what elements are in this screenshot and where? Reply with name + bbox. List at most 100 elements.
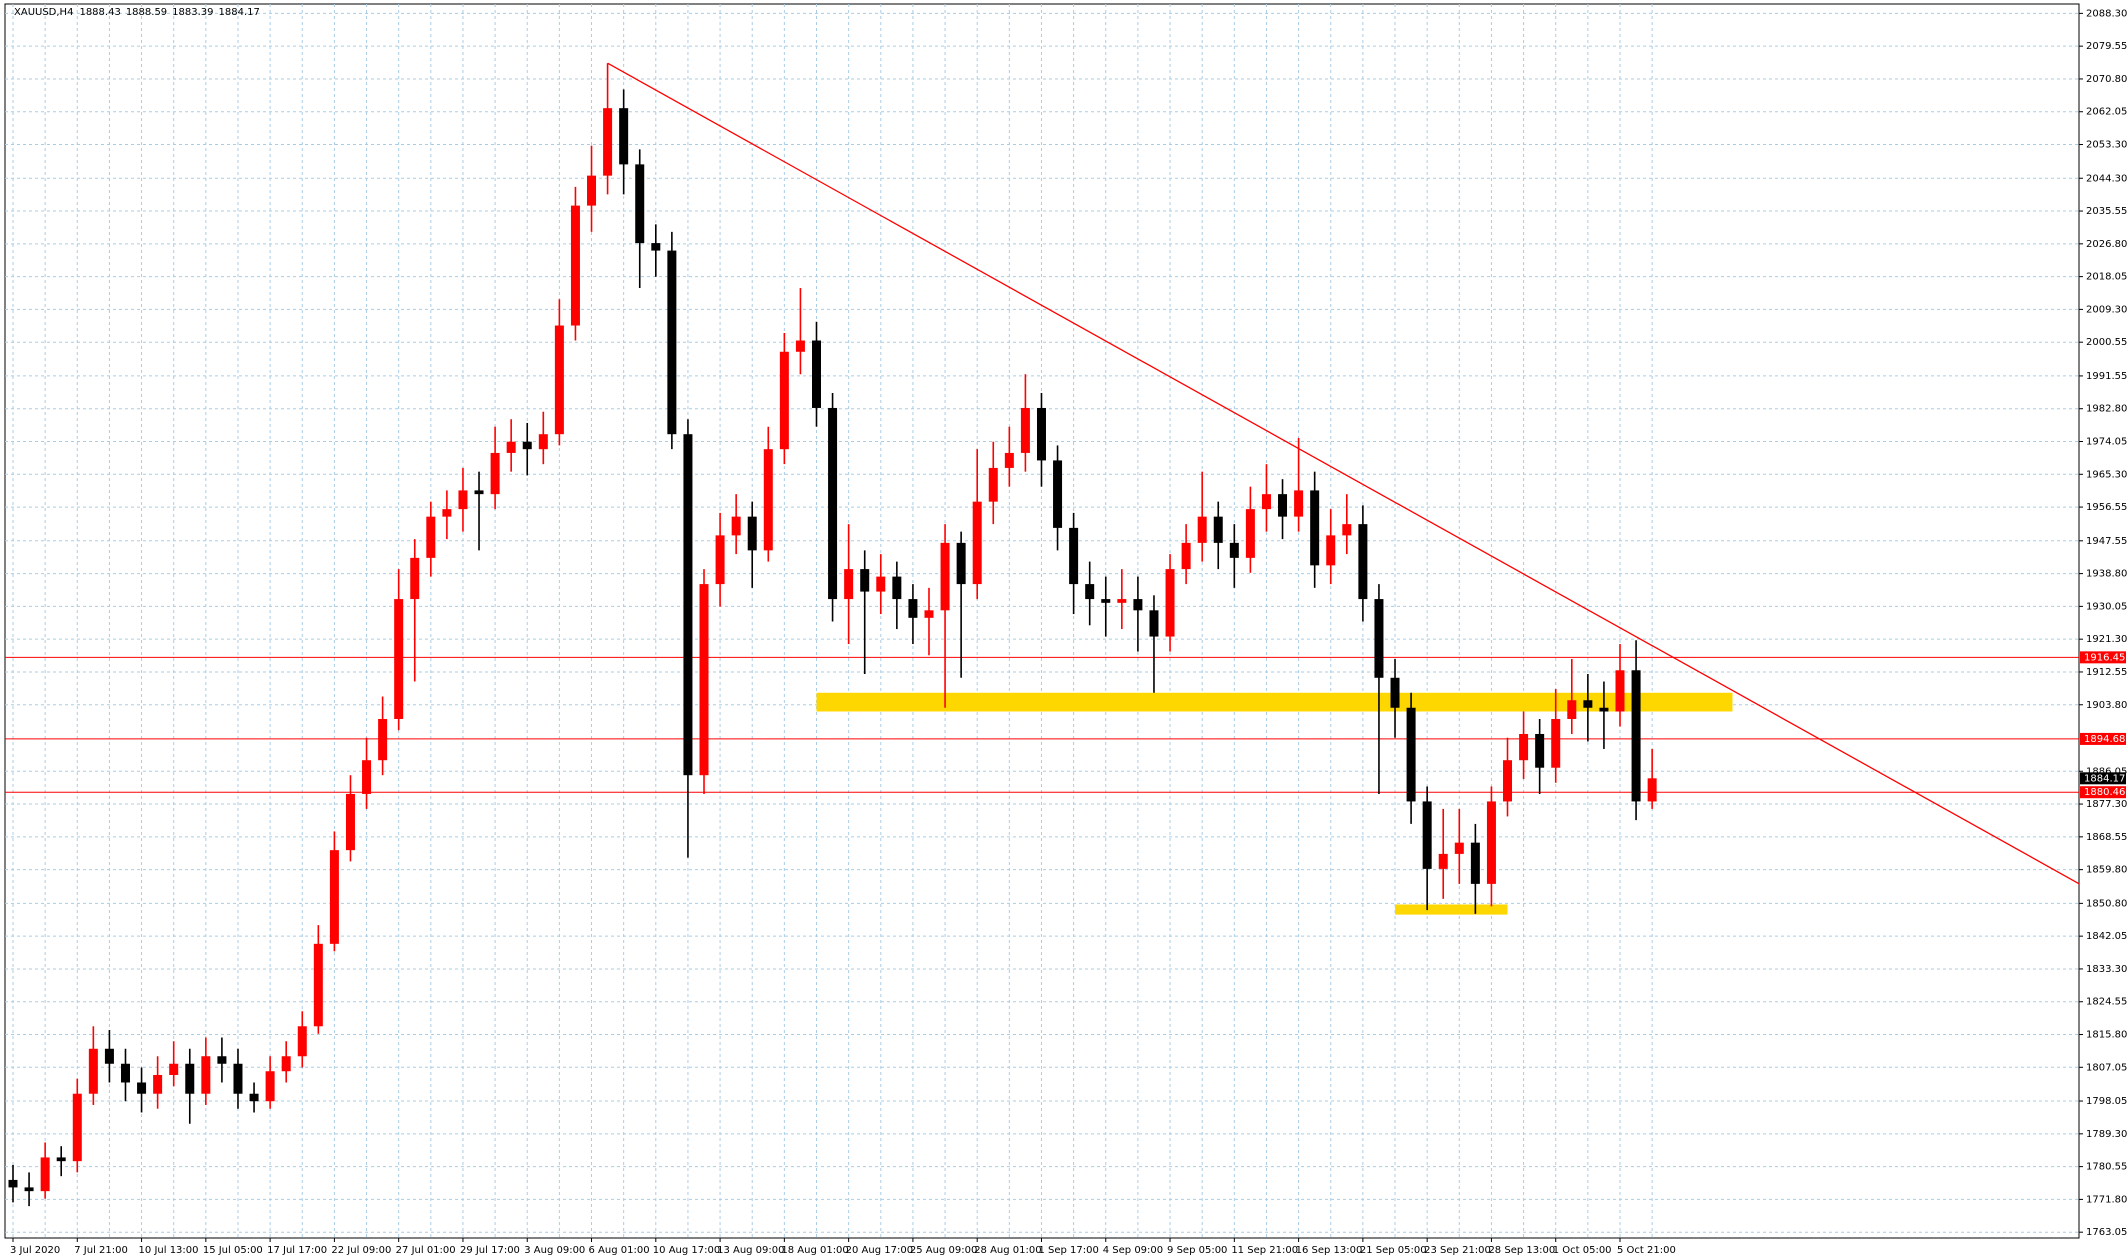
trendline	[607, 62, 2079, 885]
y-tick-label: 2062.05	[2086, 107, 2127, 118]
candle-body	[1406, 707, 1416, 802]
plot-frame	[4, 3, 2080, 1239]
x-tick-label: 5 Oct 21:00	[1617, 1245, 1676, 1256]
candle-body	[538, 434, 548, 450]
candle-body	[747, 516, 757, 551]
quote-close: 1884.17	[219, 7, 260, 18]
y-tick-label: 1886.05	[2086, 766, 2127, 777]
candle-body	[876, 576, 886, 592]
candle-body	[249, 1093, 259, 1102]
candle-body	[40, 1157, 50, 1192]
axes: 2088.30 2079.55 2070.80 2062.05 2053.30 2044.…	[10, 8, 2127, 1256]
candle-body	[1004, 452, 1014, 468]
y-tick-label: 1868.55	[2086, 832, 2127, 843]
candle-body	[667, 250, 677, 435]
y-tick-label: 1930.05	[2086, 601, 2127, 612]
candle-body	[1374, 599, 1384, 678]
y-tick-label: 1807.05	[2086, 1062, 2127, 1073]
y-tick-label: 2018.05	[2086, 272, 2127, 283]
candle-body	[731, 516, 741, 536]
candle-body	[603, 108, 613, 176]
x-tick-label: 27 Jul 01:00	[396, 1245, 456, 1256]
candle-body	[24, 1187, 34, 1192]
candle-body	[410, 557, 420, 600]
zone	[1395, 904, 1508, 915]
candle-body	[908, 599, 918, 618]
candle-body	[169, 1063, 179, 1075]
candle-body	[1101, 599, 1111, 603]
quote-low: 1883.39	[172, 7, 213, 18]
candle-body	[1149, 610, 1159, 637]
candle-body	[1454, 842, 1464, 854]
x-tick-label: 15 Jul 05:00	[203, 1245, 263, 1256]
candle-body	[120, 1063, 130, 1083]
candle-body	[1229, 542, 1239, 558]
candle-body	[490, 452, 500, 495]
candle-body	[1438, 853, 1448, 869]
x-tick-label: 28 Aug 01:00	[974, 1245, 1041, 1256]
candle-body	[1631, 670, 1641, 802]
candle-body	[1342, 524, 1352, 536]
x-tick-label: 22 Jul 09:00	[331, 1245, 391, 1256]
candle-body	[587, 175, 597, 206]
level-label-bg	[2080, 651, 2126, 664]
candle-body	[201, 1056, 211, 1094]
candle-body	[1599, 707, 1609, 712]
y-tick-label: 1974.05	[2086, 437, 2127, 448]
candle-body	[1133, 599, 1143, 611]
grid	[5, 4, 2079, 1238]
zone	[816, 692, 1733, 712]
candle-body	[1261, 494, 1271, 510]
y-tick-label: 1850.80	[2086, 898, 2127, 909]
candle-body	[104, 1048, 114, 1064]
x-tick-label: 23 Sep 21:00	[1424, 1245, 1491, 1256]
candle-body	[1551, 718, 1561, 768]
candle-body	[812, 340, 821, 408]
candle-body	[394, 599, 404, 719]
candle-body	[1278, 494, 1288, 517]
candle-body	[892, 576, 902, 600]
candle-body	[1422, 801, 1432, 869]
level-label: 1916.45	[2084, 652, 2125, 663]
candle-body	[297, 1026, 307, 1057]
y-tick-label: 2079.55	[2086, 41, 2127, 52]
x-tick-label: 17 Jul 17:00	[267, 1245, 327, 1256]
candle-body	[1053, 460, 1063, 528]
x-tick-label: 3 Jul 2020	[10, 1245, 60, 1256]
candle-body	[458, 490, 468, 510]
y-tick-label: 1956.55	[2086, 502, 2127, 513]
candle-body	[1326, 535, 1336, 566]
y-tick-label: 1859.80	[2086, 865, 2127, 876]
y-tick-label: 1965.30	[2086, 469, 2127, 480]
candle-body	[1647, 778, 1657, 802]
candle-body	[313, 943, 323, 1027]
y-tick-label: 1771.80	[2086, 1194, 2127, 1205]
y-tick-label: 1912.55	[2086, 667, 2127, 678]
x-tick-label: 16 Sep 13:00	[1296, 1245, 1363, 1256]
y-tick-label: 1824.55	[2086, 997, 2127, 1008]
y-tick-label: 1833.30	[2086, 964, 2127, 975]
y-tick-label: 1877.30	[2086, 799, 2127, 810]
candle-body	[844, 569, 854, 600]
candle-body	[924, 610, 934, 618]
candle-body	[329, 850, 339, 944]
candle-body	[426, 516, 436, 558]
x-tick-label: 4 Sep 09:00	[1103, 1245, 1163, 1256]
candle-body	[554, 325, 564, 435]
candle-body	[442, 509, 452, 517]
quote-open: 1888.43	[79, 7, 120, 18]
candle-body	[378, 718, 388, 761]
candle-body	[1117, 599, 1127, 603]
candle-body	[1390, 677, 1400, 708]
x-tick-label: 20 Aug 17:00	[846, 1245, 913, 1256]
candle-body	[137, 1082, 147, 1094]
y-tick-label: 1763.05	[2086, 1227, 2127, 1238]
candle-body	[940, 542, 950, 611]
candle-body	[8, 1179, 18, 1188]
candle-body	[1197, 516, 1207, 543]
y-tick-label: 1947.55	[2086, 536, 2127, 547]
candle-body	[1358, 524, 1368, 600]
candle-body	[1519, 733, 1529, 761]
